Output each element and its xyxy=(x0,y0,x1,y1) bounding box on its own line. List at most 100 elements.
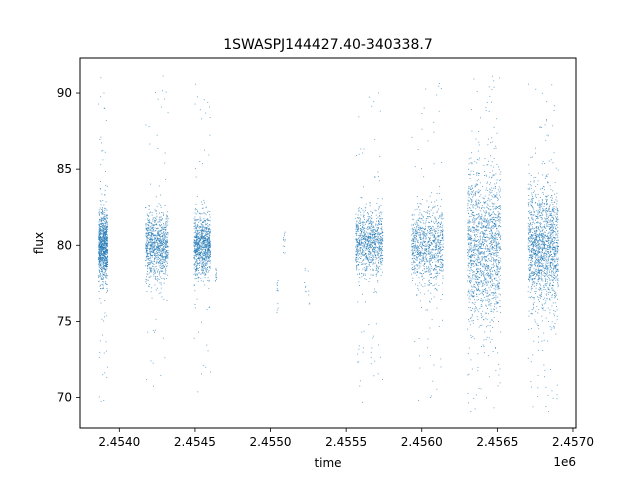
data-point xyxy=(375,225,377,227)
data-point xyxy=(159,245,161,247)
data-point xyxy=(304,267,306,269)
data-point xyxy=(204,242,206,244)
data-point xyxy=(162,256,163,258)
data-point xyxy=(479,246,480,247)
data-point xyxy=(424,263,426,265)
data-point xyxy=(160,263,162,265)
data-point xyxy=(159,238,160,240)
data-point xyxy=(208,248,210,250)
data-point xyxy=(195,262,197,263)
data-point xyxy=(355,253,357,255)
data-point xyxy=(193,267,195,269)
data-point xyxy=(99,270,100,272)
data-point xyxy=(102,231,104,233)
data-point xyxy=(161,248,163,250)
data-point xyxy=(152,227,154,229)
data-point xyxy=(161,270,163,272)
data-point xyxy=(371,212,373,213)
data-point xyxy=(145,260,146,262)
data-point xyxy=(474,219,476,221)
data-point xyxy=(98,241,100,243)
data-point xyxy=(434,228,435,230)
data-point xyxy=(484,269,486,271)
data-point xyxy=(429,256,431,257)
data-point xyxy=(105,233,107,235)
data-point xyxy=(193,250,195,252)
data-point xyxy=(105,231,107,233)
data-point xyxy=(357,252,358,254)
data-point xyxy=(156,268,158,270)
data-point xyxy=(106,231,108,232)
data-point xyxy=(98,259,100,260)
data-point xyxy=(104,258,106,259)
data-point xyxy=(428,253,430,255)
data-point xyxy=(101,268,103,270)
data-point xyxy=(432,258,434,259)
data-point xyxy=(159,246,161,248)
data-point xyxy=(411,245,413,247)
data-point xyxy=(422,232,424,234)
data-point xyxy=(374,176,376,178)
data-point xyxy=(161,249,163,251)
data-point xyxy=(361,253,363,255)
data-point xyxy=(197,244,199,246)
data-point xyxy=(163,298,165,300)
data-point xyxy=(208,252,210,254)
data-point xyxy=(488,86,490,88)
data-point xyxy=(214,280,216,282)
data-point xyxy=(471,289,473,291)
data-point xyxy=(368,247,370,249)
data-point xyxy=(98,280,100,282)
data-point xyxy=(357,251,358,253)
data-point xyxy=(162,253,164,254)
data-point xyxy=(150,275,152,277)
data-point xyxy=(160,238,162,240)
data-point xyxy=(433,296,435,298)
data-point xyxy=(209,106,210,108)
data-point xyxy=(426,266,427,268)
data-point xyxy=(442,218,444,219)
data-point xyxy=(103,204,105,206)
data-point xyxy=(473,295,475,297)
data-point xyxy=(413,272,414,274)
data-point xyxy=(166,233,168,234)
data-point xyxy=(166,241,168,242)
data-point xyxy=(101,260,103,262)
data-point xyxy=(207,350,209,352)
data-point xyxy=(495,307,497,309)
data-point xyxy=(104,372,106,374)
data-point xyxy=(195,254,196,256)
data-point xyxy=(365,242,367,243)
data-point xyxy=(371,234,373,236)
data-point xyxy=(370,261,372,263)
data-point xyxy=(380,227,382,229)
data-point xyxy=(208,271,209,273)
data-point xyxy=(104,208,106,210)
data-point xyxy=(198,236,199,238)
data-point xyxy=(164,98,166,100)
data-point xyxy=(426,249,427,251)
data-point xyxy=(197,242,199,244)
data-point xyxy=(442,214,443,216)
data-point xyxy=(377,237,379,239)
data-point xyxy=(367,220,369,222)
data-point xyxy=(375,214,377,216)
data-point xyxy=(412,280,413,281)
data-point xyxy=(416,222,418,224)
data-point xyxy=(201,232,203,234)
data-point xyxy=(160,240,162,242)
data-point xyxy=(146,228,148,230)
data-point xyxy=(477,250,479,252)
data-point xyxy=(196,268,197,270)
data-point xyxy=(205,262,207,264)
data-point xyxy=(493,80,495,82)
data-point xyxy=(152,234,154,236)
data-point xyxy=(101,219,103,221)
data-point xyxy=(205,229,207,231)
data-point xyxy=(103,262,105,264)
data-point xyxy=(441,230,443,232)
data-point xyxy=(441,162,443,163)
data-point xyxy=(99,243,101,244)
data-point xyxy=(100,96,102,98)
point-cluster xyxy=(214,268,217,282)
